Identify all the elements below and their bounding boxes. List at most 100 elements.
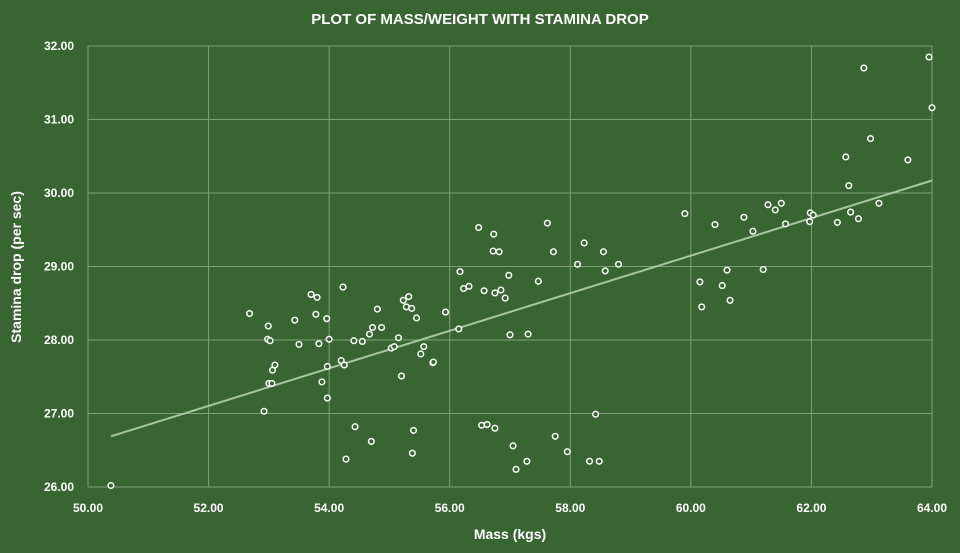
data-point <box>323 315 331 323</box>
data-point <box>323 394 331 402</box>
data-point <box>726 296 734 304</box>
data-point <box>417 350 425 358</box>
data-point <box>723 266 731 274</box>
trendline <box>110 179 933 438</box>
data-point <box>291 316 299 324</box>
data-point <box>806 218 814 226</box>
data-point <box>580 239 588 247</box>
data-point <box>351 423 359 431</box>
data-point <box>323 362 331 371</box>
data-point <box>367 437 375 445</box>
data-point <box>833 218 841 226</box>
data-point <box>408 304 416 312</box>
data-point <box>740 213 748 221</box>
data-point <box>512 465 520 473</box>
data-point <box>455 325 463 333</box>
data-point <box>260 407 268 415</box>
data-point <box>904 156 912 164</box>
data-point <box>506 331 514 339</box>
data-point <box>847 208 855 216</box>
data-point <box>491 424 499 432</box>
chart-title: PLOT OF MASS/WEIGHT WITH STAMINA DROP <box>311 11 648 28</box>
data-point <box>711 221 719 229</box>
data-point <box>771 206 779 214</box>
y-axis-tick-labels: 26.00 27.00 28.00 29.00 30.00 31.00 32.00 <box>44 39 74 494</box>
data-point <box>491 289 499 297</box>
data-point <box>781 220 790 228</box>
data-point <box>340 361 348 369</box>
data-point <box>523 457 531 465</box>
data-point <box>365 330 374 338</box>
data-point <box>842 153 850 161</box>
data-point <box>312 310 320 318</box>
data-point <box>107 481 115 490</box>
data-point <box>413 314 421 322</box>
data-point <box>480 287 488 295</box>
data-point <box>614 260 623 268</box>
x-axis-label: Mass (kgs) <box>474 526 546 542</box>
data-point <box>350 337 358 345</box>
data-point <box>307 290 315 298</box>
data-point <box>549 248 557 256</box>
data-point <box>925 53 933 61</box>
y-tick-label: 27.00 <box>44 407 74 421</box>
data-point <box>264 322 272 330</box>
x-tick-label: 62.00 <box>796 501 826 515</box>
data-point <box>378 323 386 332</box>
data-point <box>441 308 450 316</box>
data-point <box>325 335 333 343</box>
data-point <box>573 260 582 268</box>
data-point <box>875 199 883 207</box>
data-point <box>696 278 704 286</box>
data-point <box>409 426 418 434</box>
data-point <box>495 248 503 256</box>
y-tick-label: 29.00 <box>44 260 74 274</box>
data-point <box>313 293 321 301</box>
data-point <box>368 323 377 332</box>
x-axis-tick-labels: 50.00 52.00 54.00 56.00 58.00 60.00 62.00 64.00 <box>73 501 947 515</box>
data-point <box>420 343 428 351</box>
y-tick-label: 32.00 <box>44 39 74 53</box>
trendline-layer <box>110 179 933 438</box>
data-point <box>809 211 817 219</box>
data-point <box>845 182 853 190</box>
data-point <box>599 248 607 256</box>
y-axis-label: Stamina drop (per sec) <box>8 191 24 343</box>
data-point <box>342 455 350 463</box>
data-point <box>456 268 464 276</box>
data-point <box>490 230 498 238</box>
data-point <box>271 361 279 369</box>
data-point <box>860 64 868 72</box>
data-point <box>246 309 254 318</box>
data-point <box>759 265 767 273</box>
y-tick-label: 28.00 <box>44 333 74 347</box>
x-tick-label: 56.00 <box>435 501 465 515</box>
data-point <box>854 215 863 223</box>
data-point <box>358 337 366 346</box>
y-tick-label: 30.00 <box>44 186 74 200</box>
x-tick-label: 54.00 <box>314 501 344 515</box>
data-point <box>501 294 509 302</box>
data-point <box>405 293 413 301</box>
data-point <box>465 282 473 290</box>
data-point <box>268 379 276 387</box>
data-point <box>397 372 406 380</box>
data-point <box>489 247 497 255</box>
data-point <box>339 283 347 291</box>
y-tick-label: 26.00 <box>44 480 74 494</box>
x-tick-label: 60.00 <box>676 501 706 515</box>
x-tick-label: 52.00 <box>194 501 224 515</box>
data-point <box>497 286 505 294</box>
data-point <box>601 267 609 275</box>
data-point <box>475 223 483 232</box>
data-point <box>315 340 323 348</box>
x-tick-label: 58.00 <box>555 501 585 515</box>
data-point <box>524 330 532 338</box>
data-point <box>749 227 757 235</box>
data-point <box>592 410 600 418</box>
data-point <box>866 135 875 143</box>
data-point <box>394 334 403 342</box>
data-point <box>764 201 772 209</box>
